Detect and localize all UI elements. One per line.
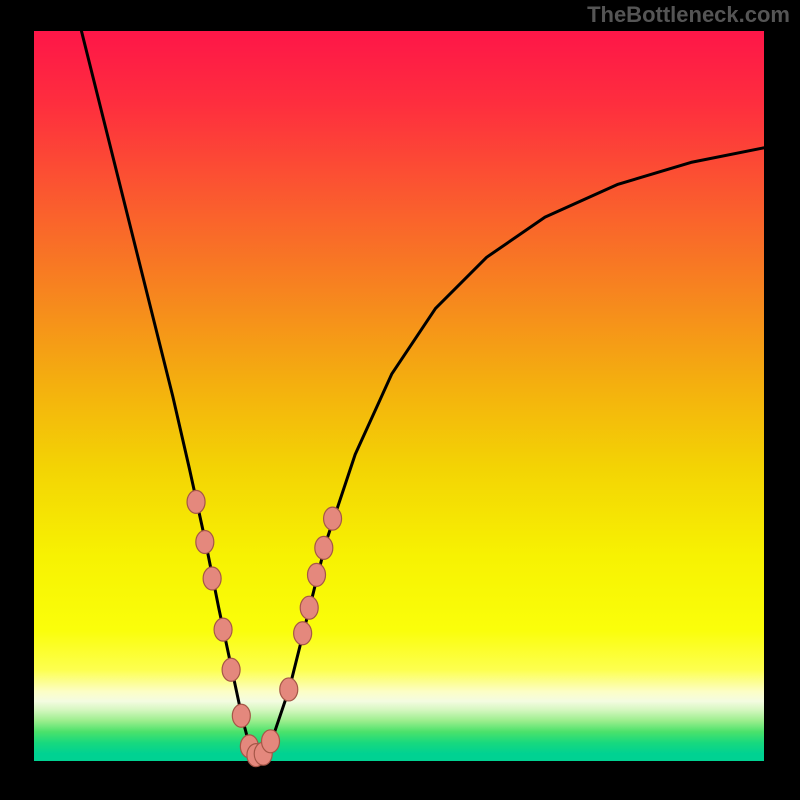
watermark-text: TheBottleneck.com <box>587 2 790 28</box>
chart-container: TheBottleneck.com <box>0 0 800 800</box>
bottleneck-curve-chart <box>0 0 800 800</box>
